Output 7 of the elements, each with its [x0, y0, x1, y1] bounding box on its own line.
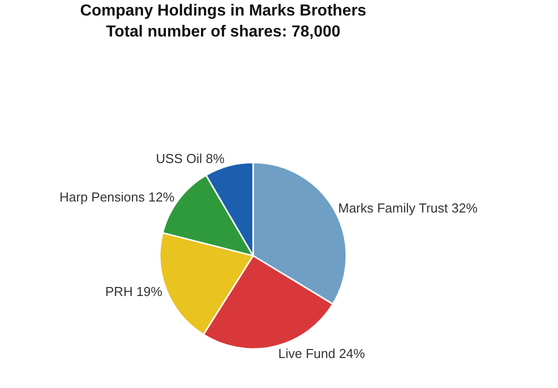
chart-subtitle: Total number of shares: 78,000	[106, 23, 341, 40]
slice-label: Harp Pensions 12%	[59, 189, 175, 204]
chart-title: Company Holdings in Marks Brothers	[80, 2, 366, 20]
slice-label: Marks Family Trust 32%	[338, 200, 478, 216]
slice-label: USS Oil 8%	[156, 151, 225, 166]
slice-label: Live Fund 24%	[278, 346, 366, 362]
slice-label: PRH 19%	[105, 284, 163, 299]
